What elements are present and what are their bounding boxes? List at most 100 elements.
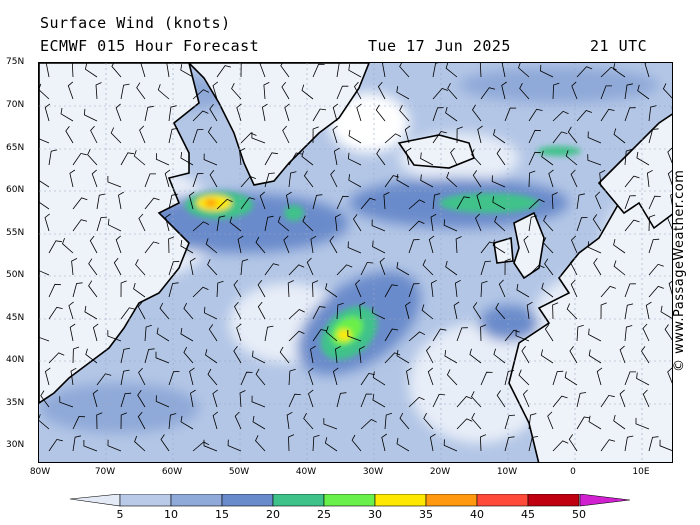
wind-barb	[96, 373, 112, 386]
wind-barb	[348, 174, 362, 188]
wind-barb	[648, 128, 659, 144]
wind-barb	[570, 279, 578, 298]
wind-barb	[496, 390, 506, 408]
wind-barb	[528, 129, 541, 144]
wind-barb	[552, 395, 568, 408]
wind-barb	[504, 107, 517, 122]
colorbar-cell	[272, 494, 325, 507]
wind-barb	[432, 88, 449, 100]
wind-barb	[376, 148, 386, 166]
wind-barb	[107, 218, 122, 232]
colorbar-label-45: 45	[521, 508, 535, 521]
wind-barb	[646, 169, 653, 188]
wind-barb	[207, 126, 218, 144]
wind-barb	[396, 261, 410, 276]
wind-barb	[471, 391, 482, 408]
colorbar-cell	[527, 494, 580, 507]
model-forecast-label: ECMWF 015 Hour Forecast	[40, 37, 260, 55]
wind-barb	[84, 305, 98, 320]
wind-barb	[263, 82, 270, 100]
wind-barb	[384, 284, 398, 298]
wind-barb	[381, 433, 388, 452]
colorbar-cell	[425, 494, 478, 507]
wind-barb	[288, 330, 305, 342]
wind-barb	[239, 148, 246, 166]
wind-barb	[455, 236, 462, 254]
wind-barb	[312, 126, 319, 144]
wind-barb	[405, 301, 411, 320]
wind-barb	[399, 412, 410, 430]
wind-barb	[88, 258, 98, 276]
colorbar-label-30: 30	[368, 508, 382, 521]
wind-barb	[471, 149, 482, 166]
wind-barb	[288, 264, 305, 276]
copyright-text: © www.PassageWeather.com	[672, 169, 687, 372]
wind-barb	[310, 345, 316, 364]
wind-barb	[183, 302, 194, 320]
wind-barb	[613, 414, 626, 430]
wind-barb	[523, 235, 530, 254]
wind-barb	[648, 105, 657, 122]
wind-barb	[564, 371, 578, 386]
wind-barb	[471, 412, 482, 430]
wind-barb	[138, 213, 146, 232]
wind-barb	[504, 414, 516, 430]
wind-barb	[399, 105, 410, 122]
wind-barb	[240, 176, 257, 188]
wind-barb	[48, 306, 63, 320]
wind-barb	[384, 328, 399, 342]
wind-barb	[48, 438, 63, 452]
wind-barb	[280, 63, 290, 78]
wind-barb	[501, 81, 507, 100]
wind-barb	[568, 434, 578, 452]
wind-barb	[255, 368, 266, 386]
wind-barb	[600, 285, 616, 298]
wind-barb	[396, 349, 410, 364]
wind-barb	[408, 220, 425, 232]
wind-barb	[348, 64, 362, 78]
wind-barb	[180, 415, 194, 430]
lat-label-40n: 40N	[6, 355, 25, 365]
wind-barb	[456, 327, 468, 342]
wind-barb	[521, 345, 530, 364]
wind-barb	[600, 66, 617, 78]
wind-barb	[552, 370, 564, 386]
wind-barb	[541, 282, 554, 298]
wind-barb	[308, 389, 314, 408]
wind-barb	[164, 169, 171, 188]
wind-barb	[648, 214, 656, 232]
lon-label-10w: 10W	[496, 467, 518, 477]
wind-barb	[110, 127, 122, 144]
wind-barb	[528, 170, 536, 188]
wind-barb	[160, 434, 170, 452]
colorbar-cell	[476, 494, 529, 507]
wind-barb	[379, 257, 386, 276]
wind-barb	[332, 367, 339, 386]
wind-barb	[72, 219, 88, 232]
wind-barb	[528, 264, 545, 276]
wind-barb	[68, 301, 74, 320]
wind-barb	[522, 389, 530, 408]
wind-barb	[83, 440, 98, 452]
wind-barb	[65, 126, 74, 144]
wind-barb	[456, 126, 463, 144]
lat-label-35n: 35N	[6, 398, 25, 408]
wind-barb	[567, 126, 578, 144]
lat-label-75n: 75N	[6, 57, 25, 67]
wind-barb	[252, 350, 266, 364]
wind-barb	[44, 367, 51, 386]
wind-barb	[168, 193, 178, 210]
wind-barb	[504, 258, 511, 276]
wind-barb	[445, 63, 458, 78]
wind-barb	[360, 419, 377, 430]
wind-barb	[396, 437, 410, 452]
lon-label-40w: 40W	[295, 467, 317, 477]
wind-barb	[636, 372, 650, 386]
wind-barb	[288, 171, 297, 188]
wind-barb	[134, 435, 146, 452]
wind-barb	[120, 347, 130, 364]
wind-barb	[430, 279, 437, 298]
wind-barb	[644, 63, 650, 78]
wind-barb	[548, 169, 554, 188]
wind-barb	[382, 63, 386, 78]
